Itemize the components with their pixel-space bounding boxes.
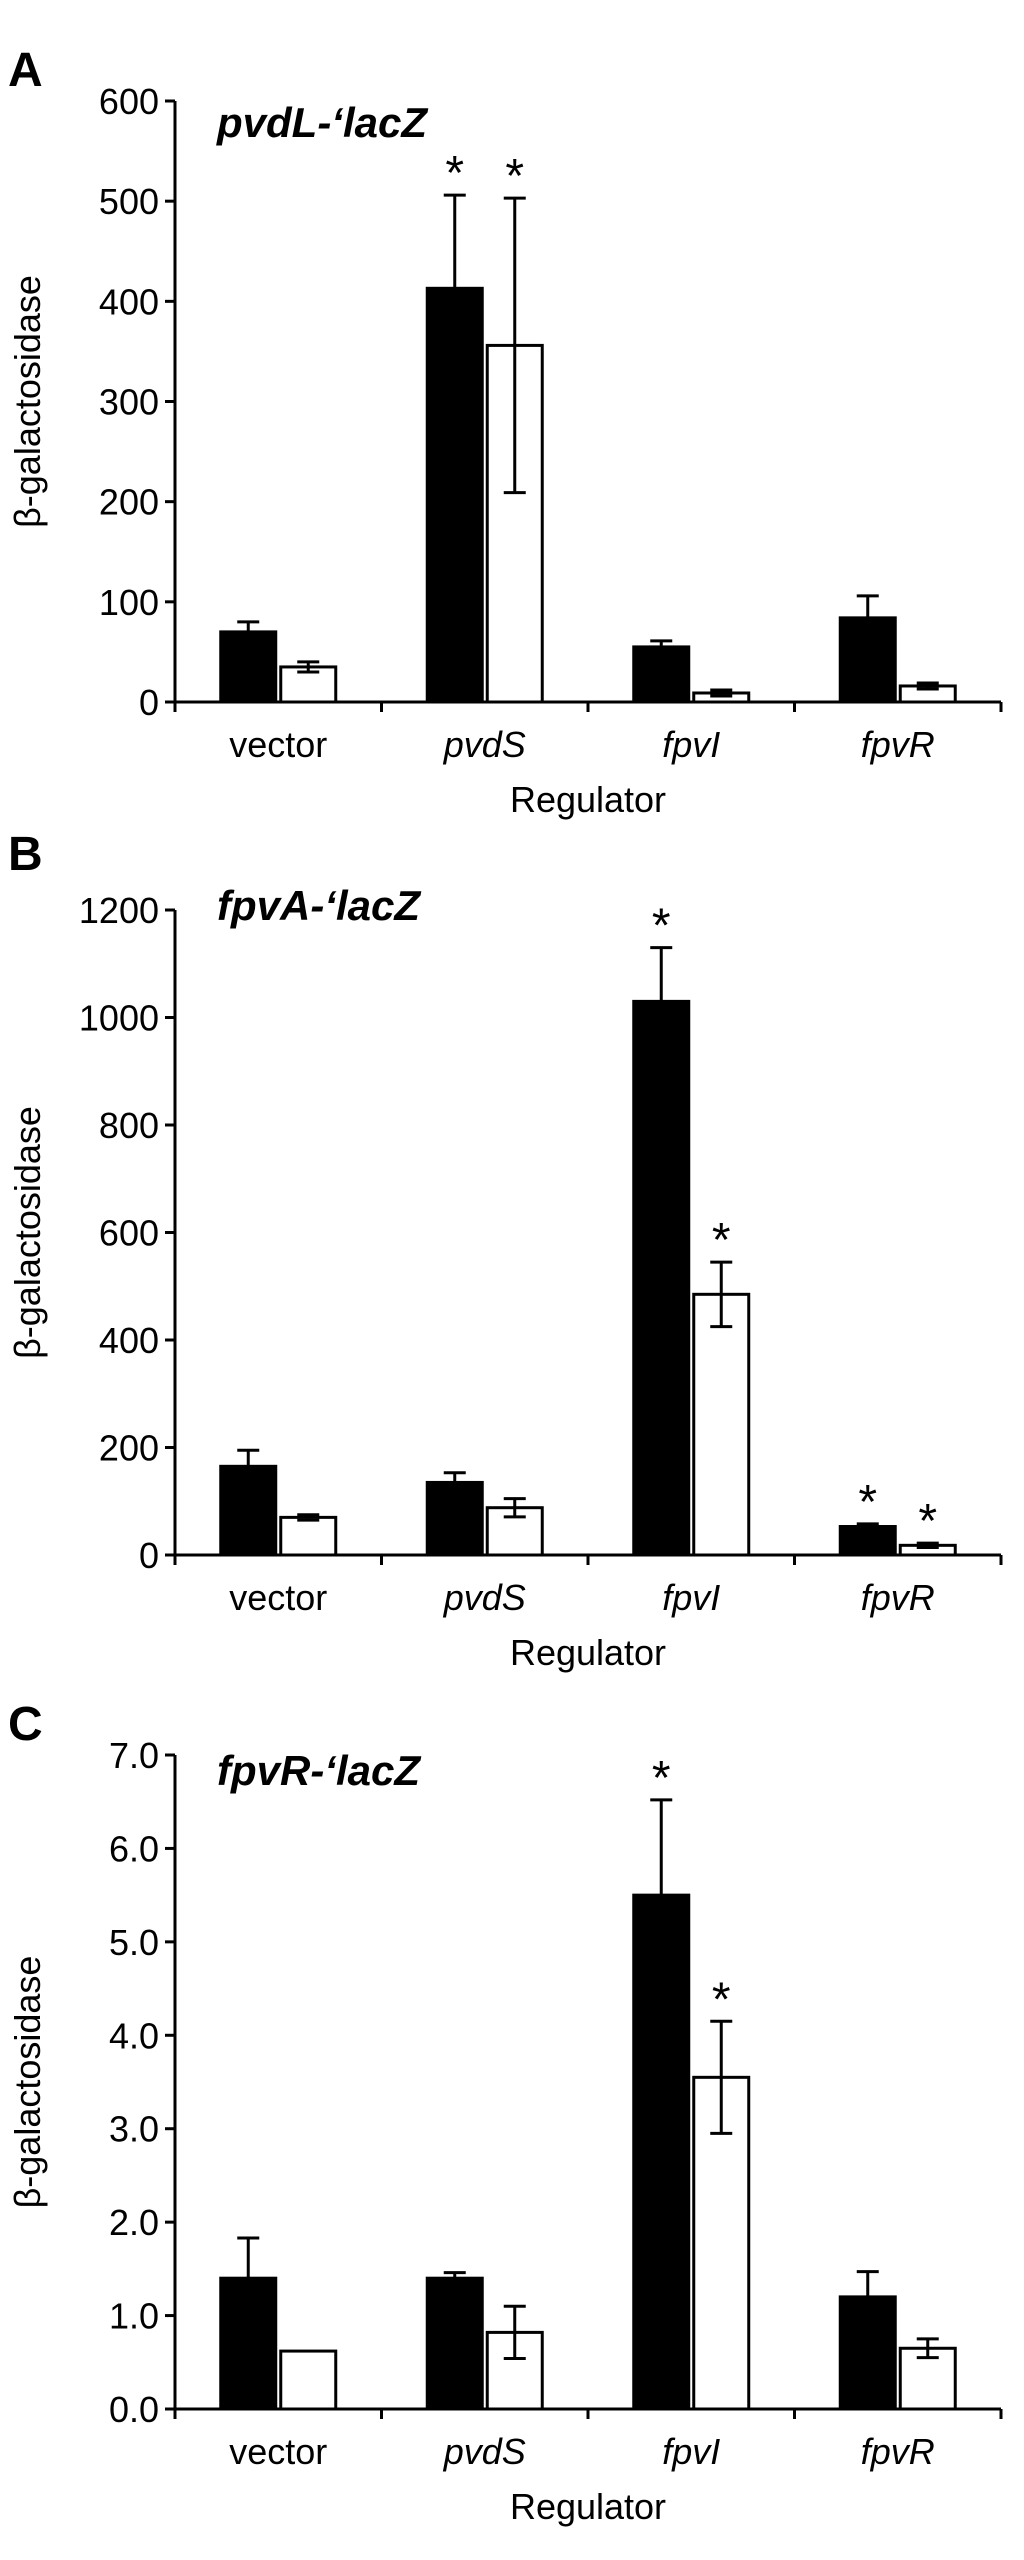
y-tick-label: 6.0	[109, 1828, 159, 1869]
y-tick-label: 100	[99, 582, 159, 623]
y-tick-label: 400	[99, 281, 159, 322]
panel-label: B	[8, 828, 43, 881]
y-tick-label: 800	[99, 1105, 159, 1146]
y-tick-label: 2.0	[109, 2202, 159, 2243]
x-tick-label: vector	[229, 724, 327, 765]
x-tick-label: fpvR	[861, 2431, 935, 2472]
y-tick-label: 3.0	[109, 2109, 159, 2150]
y-tick-label: 5.0	[109, 1922, 159, 1963]
y-tick-label: 1000	[79, 998, 159, 1039]
y-tick-label: 500	[99, 181, 159, 222]
y-tick-label: 400	[99, 1320, 159, 1361]
bar	[632, 999, 691, 1557]
significance-asterisk: *	[652, 1752, 671, 1805]
chart-title: fpvA-‘lacZ	[217, 882, 421, 929]
y-tick-label: 1200	[79, 890, 159, 931]
bar	[632, 1893, 691, 2411]
y-tick-label: 200	[99, 482, 159, 523]
y-tick-label: 0	[139, 682, 159, 723]
y-tick-label: 1.0	[109, 2296, 159, 2337]
x-tick-label: fpvR	[861, 1577, 935, 1618]
bar	[838, 2295, 897, 2411]
significance-asterisk: *	[712, 1214, 731, 1267]
x-axis-label: Regulator	[510, 1632, 666, 1673]
y-axis-label: β-galactosidase	[7, 1106, 48, 1359]
x-tick-label: fpvI	[662, 724, 720, 765]
x-tick-label: vector	[229, 2431, 327, 2472]
bar	[838, 1525, 897, 1557]
significance-asterisk: *	[445, 147, 464, 200]
chart-title: pvdL-‘lacZ	[216, 99, 428, 146]
x-tick-label: fpvI	[662, 1577, 720, 1618]
bar	[425, 1480, 484, 1557]
y-tick-label: 4.0	[109, 2015, 159, 2056]
y-tick-label: 300	[99, 382, 159, 423]
x-axis-label: Regulator	[510, 779, 666, 820]
y-axis-label: β-galactosidase	[7, 1956, 48, 2209]
y-tick-label: 600	[99, 81, 159, 122]
significance-asterisk: *	[505, 150, 524, 203]
bar	[425, 286, 484, 704]
chart-title: fpvR-‘lacZ	[217, 1747, 421, 1794]
bar	[279, 1515, 338, 1557]
x-tick-label: vector	[229, 1577, 327, 1618]
y-tick-label: 200	[99, 1428, 159, 1469]
x-tick-label: fpvI	[662, 2431, 720, 2472]
x-tick-label: pvdS	[443, 2431, 526, 2472]
bar	[632, 645, 691, 704]
y-tick-label: 600	[99, 1213, 159, 1254]
significance-asterisk: *	[918, 1495, 937, 1548]
significance-asterisk: *	[652, 900, 671, 953]
significance-asterisk: *	[858, 1476, 877, 1529]
bar	[219, 1464, 278, 1557]
y-axis-label: β-galactosidase	[7, 275, 48, 528]
x-tick-label: pvdS	[443, 724, 526, 765]
bar	[279, 2349, 338, 2411]
bar	[219, 630, 278, 704]
panel-label: C	[8, 1698, 43, 1751]
panel-label: A	[8, 44, 43, 97]
significance-asterisk: *	[712, 1973, 731, 2026]
x-tick-label: fpvR	[861, 724, 935, 765]
bar	[692, 1292, 751, 1557]
y-tick-label: 0	[139, 1535, 159, 1576]
x-axis-label: Regulator	[510, 2486, 666, 2527]
bar	[219, 2276, 278, 2411]
x-tick-label: pvdS	[443, 1577, 526, 1618]
bar	[838, 616, 897, 704]
y-tick-label: 7.0	[109, 1735, 159, 1776]
y-tick-label: 0.0	[109, 2389, 159, 2430]
bar	[425, 2276, 484, 2411]
